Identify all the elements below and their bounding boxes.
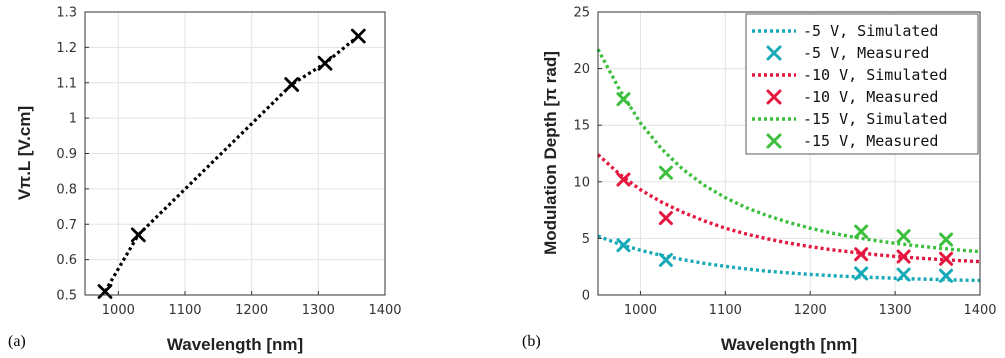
legend-marker-swatch bbox=[766, 133, 782, 149]
chart-a-data-point bbox=[97, 284, 113, 299]
chart-b-measured-point bbox=[658, 252, 673, 267]
chart-b-measured-point bbox=[896, 249, 911, 264]
legend-marker-swatch-stroke-2 bbox=[766, 45, 782, 61]
chart-a-data-point bbox=[350, 28, 366, 44]
a-xtick-label: 1100 bbox=[168, 303, 201, 318]
chart-b: 1000 1100 1200 1300 1400 0 5 10 15 20 25 Wavelengt… bbox=[522, 6, 997, 355]
a-ytick-label: 1.2 bbox=[56, 41, 77, 56]
legend-box bbox=[745, 13, 979, 155]
chart-b-xlabel: Wavelength [nm] bbox=[721, 335, 857, 354]
a-ytick-label: 1 bbox=[69, 112, 77, 127]
b-xtick-label: 1300 bbox=[879, 303, 912, 318]
chart-b-plot-frame bbox=[597, 11, 981, 296]
chart-b-ticks: 1000 1100 1200 1300 1400 0 5 10 15 20 25 bbox=[573, 6, 996, 319]
legend-marker-swatch-stroke-2 bbox=[766, 133, 782, 149]
legend-marker-swatch-stroke-2 bbox=[766, 89, 782, 105]
b-xtick-label: 1400 bbox=[963, 303, 996, 318]
a-ytick-label: 1.1 bbox=[56, 76, 77, 91]
a-ytick-label: 0.5 bbox=[56, 289, 77, 304]
chart-a: 1000 1100 1200 1300 1400 0.5 0.6 0.7 0.8 0.9 1 1.1 1… bbox=[8, 6, 402, 355]
chart-b-measured-point-stroke-2 bbox=[854, 247, 869, 262]
legend-label: -10 V, Measured bbox=[803, 88, 938, 106]
chart-b-measured-point-stroke-2 bbox=[658, 211, 673, 226]
chart-a-grid bbox=[85, 11, 386, 296]
chart-b-simulated-line-4 bbox=[596, 48, 981, 254]
a-ytick-label: 0.8 bbox=[56, 182, 77, 197]
legend-label: -5 V, Measured bbox=[803, 44, 929, 62]
chart-a-series-line bbox=[103, 34, 360, 293]
chart-b-measured-point bbox=[616, 238, 631, 253]
chart-b-measured-point bbox=[896, 229, 911, 244]
a-xtick-label: 1200 bbox=[235, 303, 268, 318]
chart-b-measured-point-stroke-2 bbox=[939, 268, 954, 283]
chart-b-measured-point bbox=[616, 172, 631, 187]
chart-a-data-point bbox=[130, 227, 146, 243]
chart-a-data-point-stroke-2 bbox=[317, 55, 333, 71]
legend-marker-swatch bbox=[766, 45, 782, 61]
legend-label: -10 V, Simulated bbox=[803, 66, 948, 84]
chart-b-measured-point bbox=[939, 268, 954, 283]
a-ytick-label: 0.7 bbox=[56, 218, 77, 233]
chart-b-measured-point-stroke-2 bbox=[658, 165, 673, 180]
chart-b-panel-label: (b) bbox=[522, 333, 541, 350]
chart-b-measured-point-stroke-2 bbox=[854, 266, 869, 281]
chart-b-measured-point-stroke-2 bbox=[896, 249, 911, 264]
b-ytick-label: 15 bbox=[573, 119, 590, 134]
chart-b-measured-point bbox=[658, 165, 673, 180]
b-ytick-label: 20 bbox=[573, 62, 590, 77]
chart-b-measured-point bbox=[616, 92, 631, 107]
chart-a-data-point bbox=[284, 77, 300, 92]
chart-b-measured-point bbox=[854, 247, 869, 262]
chart-a-ticks: 1000 1100 1200 1300 1400 0.5 0.6 0.7 0.8 0.9 1 1.1 1… bbox=[56, 6, 401, 319]
chart-a-data-point-stroke-2 bbox=[130, 227, 146, 243]
chart-b-measured-point bbox=[939, 251, 954, 266]
chart-b-measured-point bbox=[939, 232, 954, 247]
chart-b-legend: -5 V, Simulated -5 V, Measured -10 V, Simu… bbox=[745, 13, 979, 155]
legend-label: -5 V, Simulated bbox=[803, 22, 938, 40]
chart-a-xlabel: Wavelength [nm] bbox=[167, 335, 303, 354]
b-xtick-label: 1100 bbox=[709, 303, 742, 318]
chart-b-measured-point-stroke-2 bbox=[939, 251, 954, 266]
chart-b-ylabel: Modulation Depth [π rad] bbox=[541, 51, 560, 255]
a-ytick-label: 0.6 bbox=[56, 253, 77, 268]
chart-b-measured-point-stroke-2 bbox=[616, 172, 631, 187]
b-ytick-label: 25 bbox=[573, 6, 590, 21]
b-xtick-label: 1200 bbox=[794, 303, 827, 318]
chart-b-measured-point-stroke-2 bbox=[616, 92, 631, 107]
chart-a-series bbox=[97, 28, 366, 299]
chart-b-measured-point-stroke-2 bbox=[658, 252, 673, 267]
chart-b-measured-point-stroke-2 bbox=[939, 232, 954, 247]
chart-b-measured-point-stroke-2 bbox=[896, 229, 911, 244]
b-ytick-label: 5 bbox=[582, 232, 590, 247]
chart-b-measured-point bbox=[896, 267, 911, 282]
chart-b-measured-point bbox=[854, 224, 869, 239]
chart-a-data-point-stroke-2 bbox=[350, 28, 366, 44]
chart-b-measured-point bbox=[854, 266, 869, 281]
chart-a-data-point-stroke-2 bbox=[284, 77, 300, 92]
chart-a-data-point bbox=[317, 55, 333, 71]
legend-marker-swatch bbox=[766, 89, 782, 105]
a-xtick-label: 1300 bbox=[302, 303, 335, 318]
chart-b-measured-point bbox=[658, 211, 673, 226]
b-ytick-label: 0 bbox=[582, 289, 590, 304]
b-ytick-label: 10 bbox=[573, 175, 590, 190]
chart-b-simulated-line-2 bbox=[596, 153, 981, 264]
chart-a-panel-label: (a) bbox=[8, 333, 26, 350]
chart-b-measured-point-stroke-2 bbox=[896, 267, 911, 282]
chart-b-measured-point-stroke-2 bbox=[854, 224, 869, 239]
chart-a-ylabel: Vπ.L [V.cm] bbox=[15, 106, 34, 200]
a-xtick-label: 1000 bbox=[102, 303, 135, 318]
chart-b-measured-point-stroke-2 bbox=[616, 238, 631, 253]
chart-b-series bbox=[596, 48, 981, 283]
b-xtick-label: 1000 bbox=[624, 303, 657, 318]
a-ytick-label: 1.3 bbox=[56, 6, 77, 21]
a-ytick-label: 0.9 bbox=[56, 147, 77, 162]
a-xtick-label: 1400 bbox=[368, 303, 401, 318]
legend-label: -15 V, Measured bbox=[803, 132, 938, 150]
legend-label: -15 V, Simulated bbox=[803, 110, 948, 128]
